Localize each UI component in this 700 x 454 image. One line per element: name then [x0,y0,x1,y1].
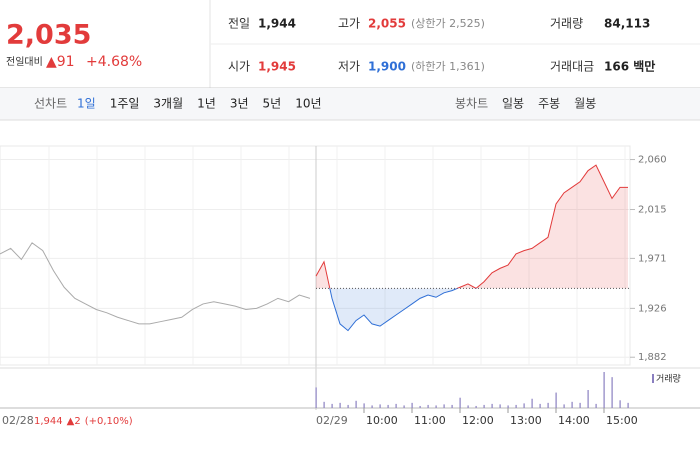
field-label: 시가 [228,60,250,74]
field-label: 고가 [338,17,360,31]
x-tick-label: 11:00 [414,414,446,427]
field-label: 저가 [338,60,360,74]
volume-bar [523,403,525,408]
prev-day-info: ▲2 [67,416,81,427]
volume-bar [363,403,365,408]
y-tick-label: 2,015 [638,205,667,216]
field-label: 전일 [228,17,250,31]
volume-bar [571,401,573,408]
volume-bar [555,392,557,408]
tab-bar [0,88,700,120]
volume-bar [387,404,389,408]
volume-bar [331,403,333,408]
volume-bar [507,405,509,408]
x-tick-label: 13:00 [510,414,542,427]
price: 2,035 [6,20,91,51]
tab[interactable]: 1주일 [110,97,140,111]
x-tick-label: 15:00 [606,414,638,427]
volume-bar [379,404,381,408]
tab-label: 봉차트 [455,97,488,111]
volume-bar [595,403,597,408]
tab[interactable]: 1년 [197,97,216,111]
plot-frame [0,145,631,366]
prev-day-info: (+0,10%) [85,416,133,427]
volume-bar [619,400,621,408]
price-line-down [329,288,477,332]
tab[interactable]: 주봉 [538,97,560,111]
volume-bar [563,404,565,408]
area-up [316,165,628,289]
volume-bar [395,403,397,408]
volume-bar [491,403,493,408]
tab[interactable]: 월봉 [574,97,596,111]
field-value: 84,113 [604,17,650,31]
volume-bar [403,405,405,408]
field-label: 거래량 [550,17,583,31]
volume-bar [515,404,517,408]
field-note: (하한가 1,361) [411,59,485,73]
volume-bar [603,372,605,408]
volume-bar [547,402,549,408]
area-down [316,288,628,331]
volume-bar [435,405,437,408]
volume-bar [611,377,613,408]
price-line-up [315,164,628,289]
volume-bar [459,397,461,408]
change: ▲91 [46,54,75,70]
tab[interactable]: 10년 [295,97,321,111]
prev-day-info: 1,944 [34,416,63,427]
x-tick-label: 12:00 [462,414,494,427]
volume-bar [483,404,485,408]
field-value: 1,945 [258,60,296,74]
day-label: 02/29 [316,414,348,427]
volume-bar [579,402,581,408]
volume-bar [315,387,317,408]
volume-bar [499,404,501,408]
volume-bar [627,402,629,408]
tab[interactable]: 3년 [230,97,249,111]
y-tick-label: 1,971 [638,253,667,264]
field-note: (상한가 2,525) [411,17,485,30]
y-tick-label: 1,926 [638,303,667,314]
volume-bar [587,390,589,408]
volume-bar [531,398,533,408]
volume-bar [419,405,421,408]
field-value: 2,055 [368,17,406,31]
field-value: 1,944 [258,17,296,31]
volume-bar [323,401,325,408]
volume-bar [451,404,453,408]
change-pct: +4.68% [86,54,142,70]
field-value: 166 백만 [604,59,655,74]
volume-bar [475,405,477,408]
legend: 거래량 [656,373,681,385]
x-tick-label: 10:00 [366,414,398,427]
day-label: 02/28 [2,414,34,427]
tab[interactable]: 5년 [263,97,282,111]
volume-bar [427,404,429,408]
y-tick-label: 1,882 [638,352,667,363]
tab[interactable]: 1일 [77,97,96,111]
volume-bar [371,405,373,408]
volume-bar [443,404,445,408]
field-value: 1,900 [368,60,406,74]
tab-label: 선차트 [34,97,67,111]
volume-bar [411,402,413,408]
volume-bar [347,404,349,408]
volume-bar [467,405,469,408]
volume-bar [355,400,357,408]
tab[interactable]: 일봉 [502,97,524,111]
y-tick-label: 2,060 [638,155,667,166]
prev-day-line [0,242,311,325]
legend-swatch [652,374,654,383]
field-label: 거래대금 [550,60,594,74]
volume-bar [339,402,341,408]
change-label: 전일대비 [6,56,43,68]
x-tick-label: 14:00 [558,414,590,427]
tab[interactable]: 3개월 [153,97,183,111]
volume-bar [539,403,541,408]
